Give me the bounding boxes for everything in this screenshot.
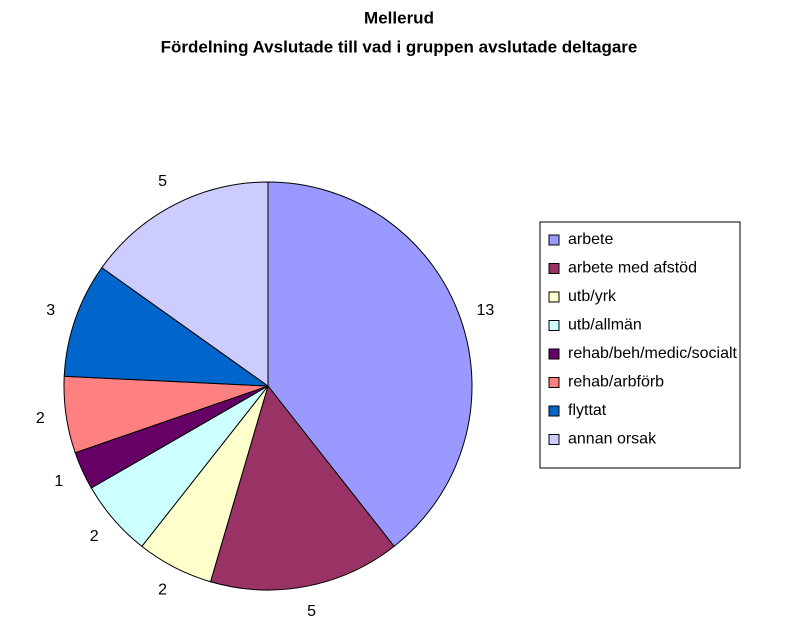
legend-swatch: [548, 234, 560, 246]
legend-label: annan orsak: [568, 431, 657, 448]
pie-slice: [209, 384, 395, 591]
data-label: 3: [46, 302, 55, 319]
data-label: 2: [36, 410, 45, 427]
pie-slice: [101, 181, 269, 387]
data-label: 5: [307, 603, 316, 620]
data-label: 2: [90, 528, 99, 545]
legend-swatch: [548, 320, 560, 331]
pie-slice: [63, 266, 270, 387]
legend-swatch: [548, 263, 560, 274]
data-label: 5: [158, 173, 167, 190]
legend-label: arbete med afstöd: [568, 260, 697, 277]
legend-label: utb/allmän: [568, 317, 642, 334]
data-label: 1: [54, 473, 63, 490]
chart-title: Mellerud: [364, 8, 434, 27]
legend-box: [539, 221, 741, 469]
legend-swatch: [548, 405, 560, 417]
legend-swatch: [548, 377, 560, 388]
chart-subtitle: Fördelning Avslutade till vad i gruppen …: [161, 37, 638, 56]
legend-label: rehab/beh/medic/socialt: [568, 345, 738, 362]
data-label: 13: [476, 302, 494, 319]
data-label: 2: [158, 582, 167, 599]
legend-label: flyttat: [568, 402, 607, 419]
pie-slice: [267, 181, 473, 548]
legend-label: rehab/arbförb: [568, 374, 664, 391]
legend-swatch: [548, 348, 560, 360]
legend-swatch: [548, 434, 560, 445]
legend-swatch: [548, 291, 560, 303]
legend-label: arbete: [568, 231, 613, 248]
legend-label: utb/yrk: [568, 288, 617, 305]
